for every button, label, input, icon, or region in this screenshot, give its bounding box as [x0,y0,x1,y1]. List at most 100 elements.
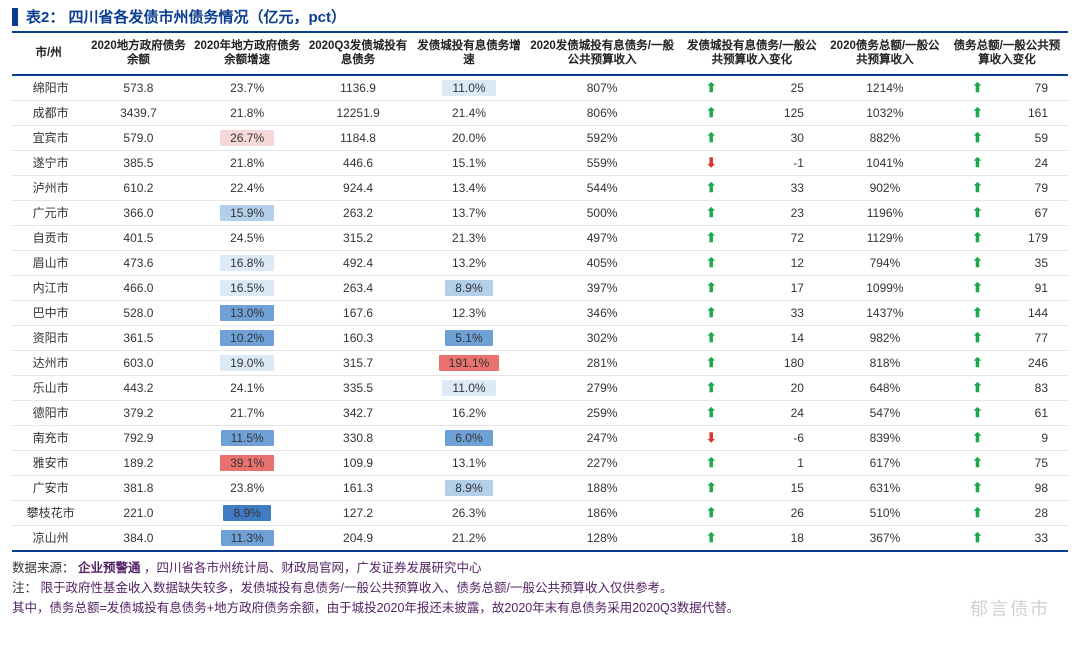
cell: 547% [824,400,946,425]
cell: 凉山州 [12,525,85,551]
cell: 1437% [824,300,946,325]
table-row: 宜宾市579.026.7%1184.820.0%592%⬆30882%⬆59 [12,125,1068,150]
footnotes: 数据来源： 企业预警通 ，四川省各市州统计局、财政局官网，广发证券发展研究中心 … [12,558,1068,618]
table-row: 遂宁市385.521.8%446.615.1%559%⬇-11041%⬆24 [12,150,1068,175]
table-row: 成都市3439.721.8%12251.921.4%806%⬆1251032%⬆… [12,100,1068,125]
arrow-down-icon: ⬇ [706,430,717,446]
table-row: 雅安市189.239.1%109.913.1%227%⬆1617%⬆75 [12,450,1068,475]
table-row: 广安市381.823.8%161.38.9%188%⬆15631%⬆98 [12,475,1068,500]
cell: 广安市 [12,475,85,500]
col-city: 市/州 [12,32,85,75]
arrow-up-icon: ⬆ [972,230,983,246]
cell: 19.0% [192,350,303,375]
cell: ⬆14 [680,325,824,350]
cell: 13.2% [414,250,525,275]
arrow-up-icon: ⬆ [972,355,983,371]
table-row: 达州市603.019.0%315.7191.1%281%⬆180818%⬆246 [12,350,1068,375]
cell: 23.7% [192,75,303,101]
cell: ⬆12 [680,250,824,275]
cell: 1214% [824,75,946,101]
cell: ⬆79 [946,175,1068,200]
cell: 189.2 [85,450,191,475]
cell: 807% [524,75,679,101]
cell: 221.0 [85,500,191,525]
cell: 259% [524,400,679,425]
arrow-up-icon: ⬆ [972,280,983,296]
cell: 宜宾市 [12,125,85,150]
cell: 1136.9 [303,75,414,101]
cell: 20.0% [414,125,525,150]
table-row: 广元市366.015.9%263.213.7%500%⬆231196%⬆67 [12,200,1068,225]
arrow-up-icon: ⬆ [706,355,717,371]
table-row: 内江市466.016.5%263.48.9%397%⬆171099%⬆91 [12,275,1068,300]
cell: 5.1% [414,325,525,350]
cell: 1129% [824,225,946,250]
cell: 839% [824,425,946,450]
cell: 247% [524,425,679,450]
arrow-up-icon: ⬆ [706,480,717,496]
cell: 24.1% [192,375,303,400]
cell: 648% [824,375,946,400]
cell: ⬆20 [680,375,824,400]
cell: 401.5 [85,225,191,250]
cell: ⬆26 [680,500,824,525]
cell: 281% [524,350,679,375]
source-label: 数据来源： [12,561,75,575]
cell: 26.7% [192,125,303,150]
cell: 22.4% [192,175,303,200]
table-row: 泸州市610.222.4%924.413.4%544%⬆33902%⬆79 [12,175,1068,200]
arrow-down-icon: ⬇ [706,155,717,171]
cell: 379.2 [85,400,191,425]
cell: ⬆179 [946,225,1068,250]
arrow-up-icon: ⬆ [972,530,983,546]
note-line2: 其中，债务总额=发债城投有息债务+地方政府债务余额，由于城投2020年报还未披露… [12,598,1068,618]
cell: ⬆1 [680,450,824,475]
cell: 16.5% [192,275,303,300]
cell: ⬆24 [946,150,1068,175]
cell: ⬆33 [680,300,824,325]
cell: 381.8 [85,475,191,500]
cell: 达州市 [12,350,85,375]
cell: 10.2% [192,325,303,350]
col-ratio2-chg: 债务总额/一般公共预算收入变化 [946,32,1068,75]
cell: 617% [824,450,946,475]
cell: 446.6 [303,150,414,175]
table-row: 资阳市361.510.2%160.35.1%302%⬆14982%⬆77 [12,325,1068,350]
cell: 8.9% [192,500,303,525]
cell: 1032% [824,100,946,125]
note-label: 注： [12,581,37,595]
cell: ⬆91 [946,275,1068,300]
table-row: 自贡市401.524.5%315.221.3%497%⬆721129%⬆179 [12,225,1068,250]
cell: 1196% [824,200,946,225]
cell: 227% [524,450,679,475]
arrow-up-icon: ⬆ [972,480,983,496]
cell: 902% [824,175,946,200]
cell: ⬆18 [680,525,824,551]
cell: 528.0 [85,300,191,325]
arrow-up-icon: ⬆ [972,405,983,421]
cell: ⬆28 [946,500,1068,525]
cell: ⬆72 [680,225,824,250]
cell: 南充市 [12,425,85,450]
col-debt-bal: 2020地方政府债务余额 [85,32,191,75]
cell: ⬆180 [680,350,824,375]
arrow-up-icon: ⬆ [972,255,983,271]
cell: ⬇-6 [680,425,824,450]
cell: 眉山市 [12,250,85,275]
cell: 21.8% [192,150,303,175]
cell: 263.2 [303,200,414,225]
cell: 攀枝花市 [12,500,85,525]
arrow-up-icon: ⬆ [972,130,983,146]
arrow-up-icon: ⬆ [706,280,717,296]
arrow-up-icon: ⬆ [972,330,983,346]
cell: ⬆17 [680,275,824,300]
cell: ⬆161 [946,100,1068,125]
cell: 6.0% [414,425,525,450]
cell: ⬆61 [946,400,1068,425]
cell: 1184.8 [303,125,414,150]
cell: 924.4 [303,175,414,200]
cell: 3439.7 [85,100,191,125]
cell: 342.7 [303,400,414,425]
cell: 579.0 [85,125,191,150]
table-row: 凉山州384.011.3%204.921.2%128%⬆18367%⬆33 [12,525,1068,551]
